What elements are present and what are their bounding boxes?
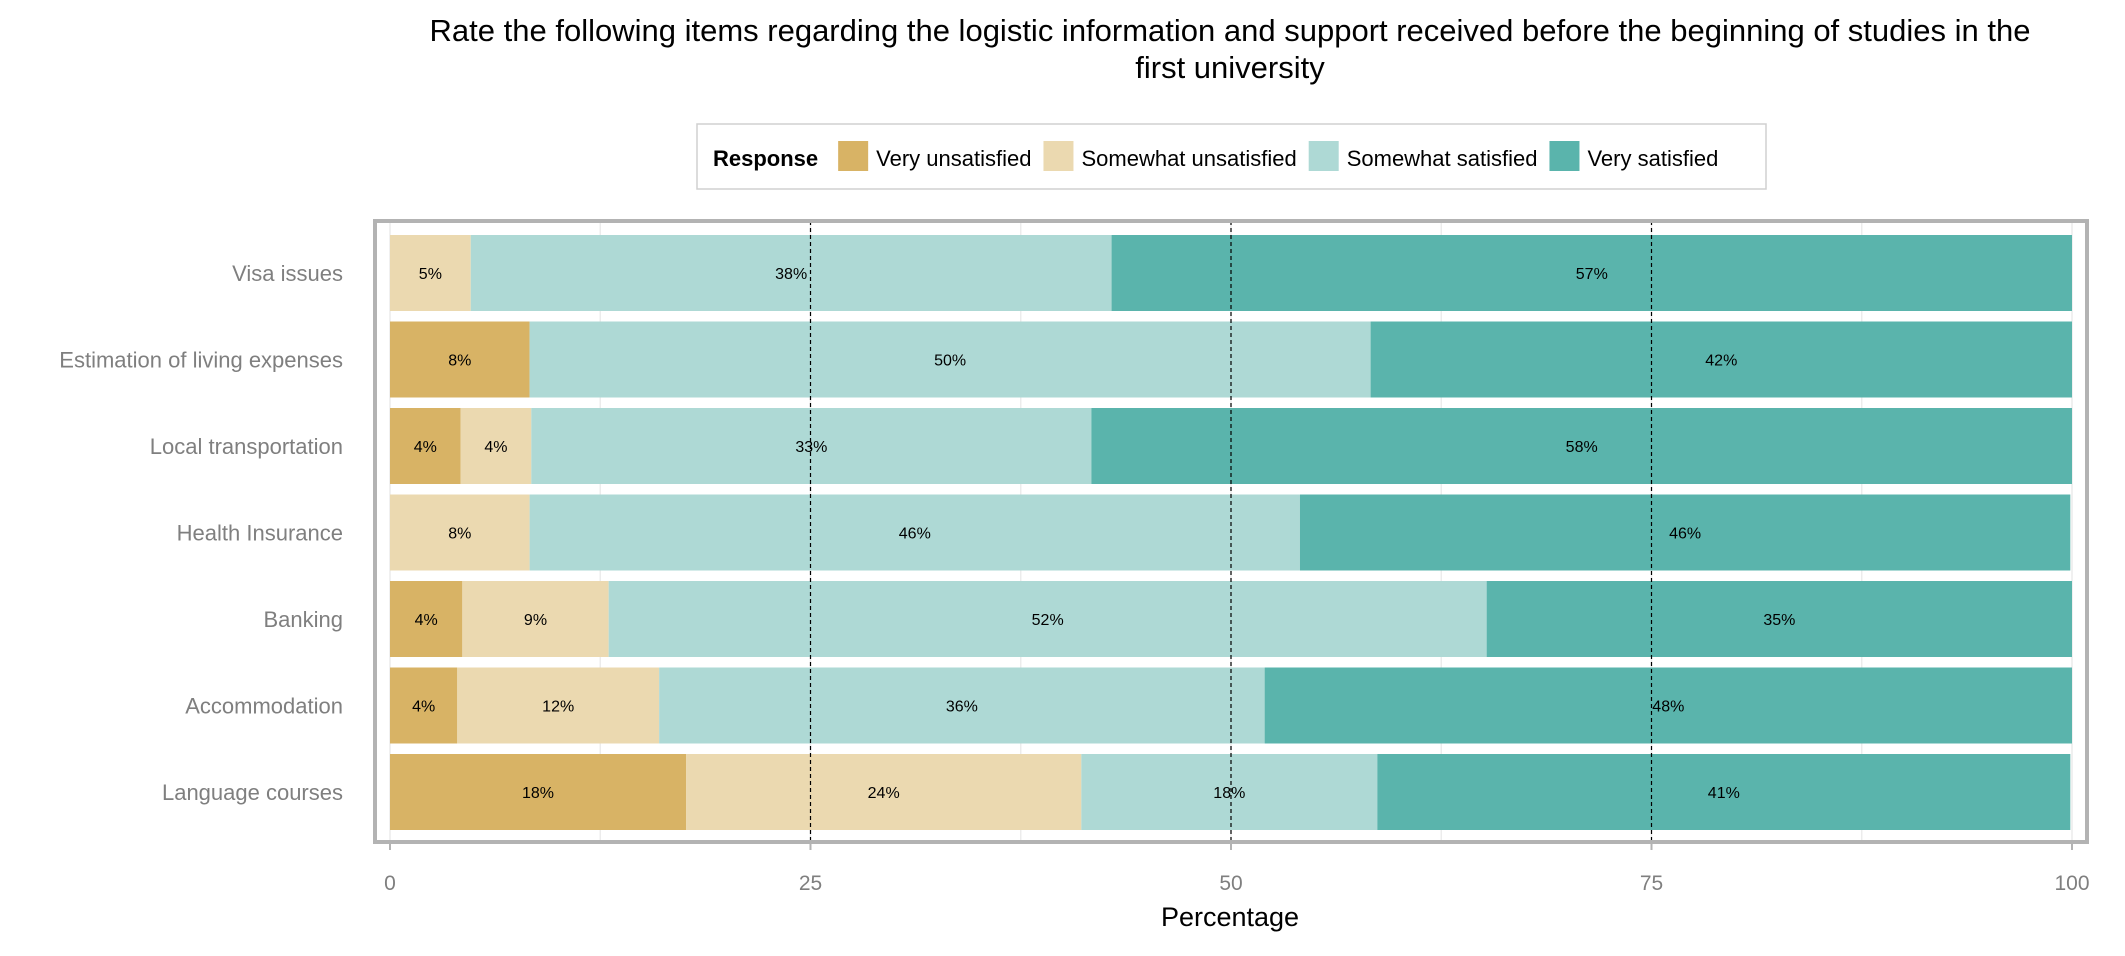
bar-visa-issues-very-satisfied bbox=[1111, 235, 2072, 311]
legend-swatch-very-satisfied bbox=[1549, 141, 1580, 171]
bar-accommodation-very-satisfied bbox=[1264, 667, 2072, 744]
bar-banking-somewhat-satisfied bbox=[608, 581, 1487, 657]
legend-label: Very unsatisfied bbox=[876, 146, 1031, 171]
bars bbox=[390, 235, 2072, 830]
x-axis-ticks: 0 25 50 75 100 bbox=[384, 844, 2090, 895]
data-label: 46% bbox=[899, 526, 931, 543]
data-label: 35% bbox=[1763, 612, 1795, 629]
category-label: Accommodation bbox=[185, 694, 343, 719]
bar-visa-issues-somewhat-unsatisfied bbox=[390, 235, 471, 311]
legend-swatch-somewhat-satisfied bbox=[1308, 141, 1339, 171]
bar-banking-very-satisfied bbox=[1486, 581, 2072, 657]
data-label: 42% bbox=[1705, 353, 1737, 370]
bar-language-courses-very-unsatisfied bbox=[390, 754, 687, 830]
bar-accommodation-somewhat-unsatisfied bbox=[457, 667, 660, 744]
legend-title: Response bbox=[713, 146, 818, 171]
bar-language-courses-very-satisfied bbox=[1377, 754, 2071, 830]
legend-box bbox=[696, 123, 1767, 190]
data-label: 4% bbox=[414, 439, 437, 456]
data-label: 24% bbox=[868, 785, 900, 802]
category-label: Language courses bbox=[162, 780, 343, 805]
bar-health-insurance-somewhat-satisfied bbox=[529, 494, 1300, 571]
data-label: 58% bbox=[1566, 439, 1598, 456]
data-label: 46% bbox=[1669, 526, 1701, 543]
category-label: Local transportation bbox=[150, 434, 343, 459]
data-label: 52% bbox=[1032, 612, 1064, 629]
category-label: Health Insurance bbox=[177, 521, 343, 546]
data-label: 5% bbox=[419, 266, 442, 283]
data-label: 18% bbox=[522, 785, 554, 802]
category-label: Banking bbox=[263, 607, 343, 632]
x-axis-title: Percentage bbox=[1161, 902, 1299, 932]
category-label: Visa issues bbox=[232, 261, 343, 286]
bar-language-courses-somewhat-satisfied bbox=[1081, 754, 1378, 830]
bar-banking-somewhat-unsatisfied bbox=[462, 581, 609, 657]
data-label: 36% bbox=[946, 699, 978, 716]
x-tick-label: 75 bbox=[1640, 872, 1663, 895]
bar-health-insurance-very-satisfied bbox=[1299, 494, 2071, 571]
legend-swatch-very-unsatisfied bbox=[838, 141, 869, 171]
legend-label: Somewhat satisfied bbox=[1347, 146, 1538, 171]
category-labels: Visa issues Estimation of living expenses… bbox=[59, 261, 343, 805]
x-tick-label: 0 bbox=[384, 872, 396, 895]
bar-estimation-of-living-expenses-very-satisfied bbox=[1370, 321, 2072, 398]
data-label: 4% bbox=[412, 699, 435, 716]
chart-title-line-2: first university bbox=[1135, 50, 1325, 85]
x-tick-label: 100 bbox=[2054, 872, 2089, 895]
bar-health-insurance-somewhat-unsatisfied bbox=[390, 494, 530, 571]
data-label: 33% bbox=[795, 439, 827, 456]
bar-visa-issues-somewhat-satisfied bbox=[470, 235, 1112, 311]
data-label: 4% bbox=[415, 612, 438, 629]
legend-label: Very satisfied bbox=[1587, 146, 1718, 171]
data-label: 12% bbox=[542, 699, 574, 716]
data-label: 41% bbox=[1708, 785, 1740, 802]
bar-banking-very-unsatisfied bbox=[390, 581, 463, 657]
panel-border bbox=[373, 219, 2089, 844]
plot-area: 5% 38% 57% 8% 50% 42% 4% 4% 33% 58% 8% 46% 46% 4% 9% 52… bbox=[373, 219, 2089, 844]
bar-local-transportation-very-unsatisfied bbox=[390, 408, 461, 484]
data-label: 48% bbox=[1652, 699, 1684, 716]
data-label: 9% bbox=[524, 612, 547, 629]
legend-items: Very unsatisfied Somewhat unsatisfied Some… bbox=[838, 141, 1718, 171]
data-label: 50% bbox=[934, 353, 966, 370]
bar-language-courses-somewhat-unsatisfied bbox=[686, 754, 1082, 830]
legend: Response Very unsatisfied Somewhat unsati… bbox=[696, 123, 1767, 190]
bar-local-transportation-very-satisfied bbox=[1091, 408, 2072, 484]
data-label: 57% bbox=[1576, 266, 1608, 283]
x-tick-label: 50 bbox=[1219, 872, 1242, 895]
data-label: 8% bbox=[448, 526, 471, 543]
segment-labels: 5% 38% 57% 8% 50% 42% 4% 4% 33% 58% 8% 46% 46% 4% 9% 52… bbox=[412, 266, 1795, 802]
chart-title-line-1: Rate the following items regarding the l… bbox=[430, 13, 2031, 48]
data-label: 8% bbox=[448, 353, 471, 370]
x-tick-label: 25 bbox=[799, 872, 822, 895]
bar-local-transportation-somewhat-unsatisfied bbox=[460, 408, 532, 484]
category-label: Estimation of living expenses bbox=[59, 348, 343, 373]
bar-local-transportation-somewhat-satisfied bbox=[531, 408, 1092, 484]
data-label: 38% bbox=[775, 266, 807, 283]
bar-estimation-of-living-expenses-very-unsatisfied bbox=[390, 321, 530, 398]
data-label: 18% bbox=[1213, 785, 1245, 802]
bar-accommodation-very-unsatisfied bbox=[390, 667, 458, 744]
legend-swatch-somewhat-unsatisfied bbox=[1043, 141, 1074, 171]
bar-accommodation-somewhat-satisfied bbox=[659, 667, 1265, 744]
data-label: 4% bbox=[484, 439, 507, 456]
reference-lines bbox=[809, 221, 1653, 842]
plot-frame bbox=[373, 219, 2089, 844]
legend-label: Somewhat unsatisfied bbox=[1081, 146, 1296, 171]
